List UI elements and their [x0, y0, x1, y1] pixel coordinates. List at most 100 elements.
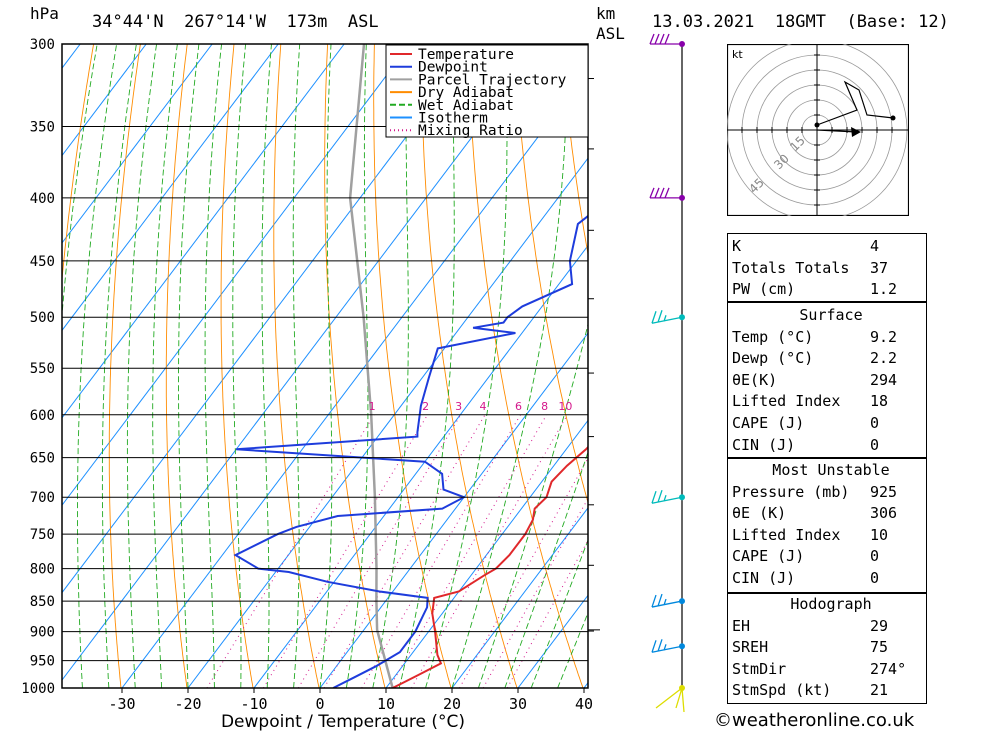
dewpoint-line — [233, 214, 588, 688]
mu-label: θE (K) — [732, 504, 787, 523]
hodo-label: SREH — [732, 638, 769, 657]
hodo-row: StmDir 274° — [727, 659, 935, 681]
hodo-value: 29 — [870, 616, 889, 635]
tt-label: Totals Totals — [732, 258, 850, 277]
x-tick-label: -10 — [240, 695, 267, 713]
hodo-row: SREH 75 — [727, 637, 935, 659]
mixing-ratio-label: 6 — [515, 400, 522, 413]
dry-adiabat-line — [420, 44, 518, 688]
pressure-tick-label: 550 — [30, 361, 55, 377]
surface-value: 294 — [870, 370, 898, 389]
hodo-label: StmSpd (kt) — [732, 681, 832, 700]
dry-adiabat-line — [561, 44, 588, 257]
surface-value: 0 — [870, 435, 880, 454]
mu-value: 306 — [870, 504, 898, 523]
pressure-tick-label: 350 — [30, 119, 55, 135]
dry-adiabat-line — [514, 44, 588, 505]
hodograph-end-dot — [890, 115, 896, 121]
legend-label: Dewpoint — [418, 60, 488, 76]
isotherm-line — [62, 44, 543, 681]
isotherm-line — [62, 44, 477, 594]
mu-row: Pressure (mb) 925 — [727, 482, 935, 504]
dry-adiabat-line — [467, 44, 584, 688]
x-tick-label: 10 — [377, 695, 395, 713]
most-unstable-box — [727, 457, 927, 594]
mu-row: θE (K) 306 — [727, 503, 935, 525]
surface-title: Surface — [799, 306, 863, 324]
mu-label: Pressure (mb) — [732, 482, 850, 501]
dry-adiabat-line — [324, 44, 386, 688]
legend-label: Isotherm — [418, 111, 488, 127]
surface-row: Temp (°C) 9.2 — [727, 327, 935, 349]
storm-motion-arrowhead — [851, 127, 861, 137]
isotherm-line — [385, 419, 588, 688]
hodo-value: 21 — [870, 681, 889, 700]
mixing-ratio-line — [361, 414, 521, 688]
wind-barb — [655, 687, 685, 713]
wet-adiabat-line — [204, 44, 223, 688]
mu-label: CIN (J) — [732, 568, 796, 587]
legend-label: Parcel Trajectory — [418, 72, 567, 88]
wet-adiabat-line — [261, 44, 272, 688]
pressure-unit-label: hPa — [30, 4, 59, 23]
wet-adiabat-line — [152, 44, 178, 688]
surface-row: CIN (J) 0 — [727, 435, 935, 457]
plot-frame — [61, 43, 589, 689]
pressure-tick-label: 900 — [30, 625, 55, 641]
dry-adiabat-line — [108, 44, 141, 688]
mixing-ratio-label: 3 — [455, 400, 462, 413]
index-row-tt: Totals Totals 37 — [727, 258, 935, 280]
wet-adiabat-line — [530, 538, 588, 688]
hodograph-unit-label: kt — [732, 48, 743, 61]
surface-row: Dewp (°C) 2.2 — [727, 348, 935, 370]
isotherm-line — [62, 44, 411, 507]
datetime-label: 13.03.2021 18GMT (Base: 12) — [652, 12, 949, 32]
wind-barb — [651, 310, 683, 324]
wet-adiabat-line — [101, 44, 137, 688]
copyright-link[interactable]: ©weatheronline.co.uk — [714, 710, 915, 731]
mu-value: 10 — [870, 525, 889, 544]
k-label: K — [732, 237, 742, 255]
indices-box — [727, 233, 927, 303]
km-unit-label: km — [596, 4, 616, 23]
wind-barb — [651, 593, 683, 608]
hodo-value: 274° — [870, 659, 907, 678]
hodo-value: 75 — [870, 638, 889, 657]
isotherm-line — [62, 44, 147, 157]
surface-label: CAPE (J) — [732, 413, 805, 432]
pressure-tick-label: 300 — [30, 37, 55, 53]
tt-value: 37 — [870, 258, 889, 277]
wet-adiabat-line — [232, 44, 247, 688]
surface-table: Surface Temp (°C) 9.2 Dewp (°C) 2.2 θE(K) 2… — [727, 305, 935, 456]
isotherm-line — [0, 44, 14, 688]
surface-value: 2.2 — [870, 349, 898, 368]
isotherm-line — [187, 157, 588, 688]
x-tick-label: 30 — [509, 695, 527, 713]
k-value: 4 — [870, 237, 880, 255]
dry-adiabat-line — [62, 44, 95, 284]
dry-adiabat-line — [165, 44, 188, 688]
surface-label: CIN (J) — [732, 435, 796, 454]
pressure-tick-label: 650 — [30, 451, 55, 467]
surface-value: 18 — [870, 392, 889, 411]
pw-label: PW (cm) — [732, 280, 796, 299]
legend-label: Dry Adiabat — [418, 85, 514, 101]
surface-label: Dewp (°C) — [732, 349, 814, 368]
mixing-ratio-label: 4 — [479, 400, 486, 413]
pressure-tick-label: 600 — [30, 408, 55, 424]
surface-row: CAPE (J) 0 — [727, 413, 935, 435]
isotherm-line — [62, 44, 279, 332]
wind-barb — [649, 33, 682, 45]
mu-value: 0 — [870, 568, 880, 587]
wind-barb — [651, 639, 683, 653]
wind-barb — [649, 187, 682, 199]
hodo-label: EH — [732, 616, 751, 635]
hodograph-title: Hodograph — [790, 595, 872, 613]
x-axis-label: Dewpoint / Temperature (°C) — [221, 712, 465, 732]
x-tick-label: 0 — [315, 695, 324, 713]
wet-adiabat-line — [345, 44, 369, 688]
mixing-ratio-label: 8 — [541, 400, 548, 413]
mixing-ratio-label: 2 — [422, 400, 429, 413]
